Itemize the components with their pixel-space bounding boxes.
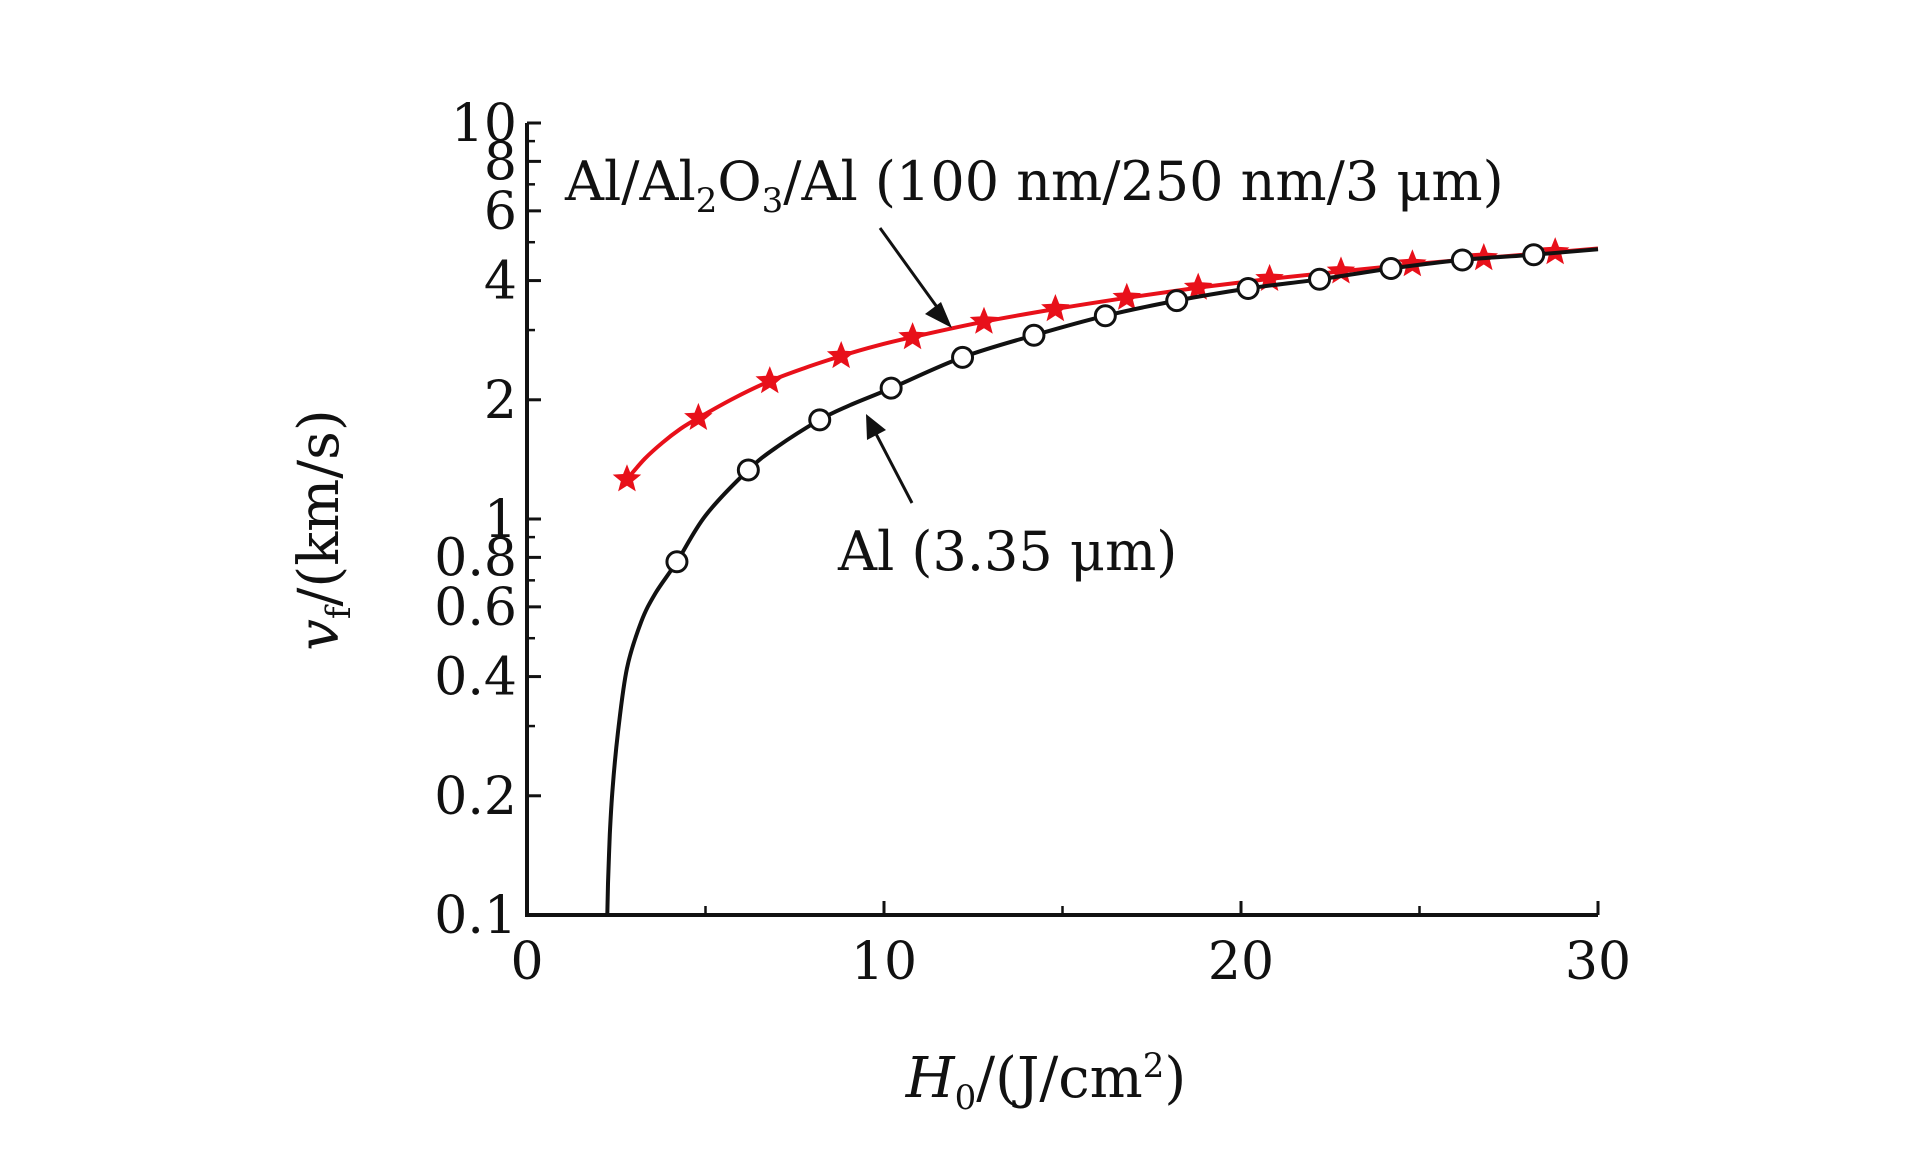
series-1-point-3 (879, 376, 903, 400)
series-1-point-10 (1379, 257, 1403, 281)
annotation-al-label: Al (3.35 μm) (837, 520, 1177, 583)
y-tick-label-0.2: 0.2 (434, 767, 517, 827)
series-1-point-12 (1522, 243, 1546, 267)
x-tick-label-10: 10 (851, 932, 917, 992)
series-1-point-7 (1165, 289, 1189, 313)
series-1-point-0 (665, 550, 689, 574)
series-1-point-6 (1093, 304, 1117, 328)
y-tick-label-2: 2 (484, 371, 517, 431)
axes (525, 123, 1598, 917)
series-0-point-8 (1183, 272, 1213, 300)
series-1-point-8 (1236, 277, 1260, 301)
series-0-point-4 (898, 322, 927, 350)
series-0-point-5 (969, 306, 999, 334)
series-0-point-2 (755, 366, 784, 394)
series-0-point-3 (826, 341, 856, 369)
series-0-point-13 (1540, 237, 1570, 265)
series-0-point-1 (684, 402, 713, 430)
x-tick-label-30: 30 (1565, 932, 1631, 992)
y-tick-label-4: 4 (484, 252, 517, 312)
annotation-al-arrowhead (866, 414, 886, 440)
annotation-layered-arrow-shaft (878, 227, 944, 315)
annotation-layered-label: Al/Al2O3/Al (100 nm/250 nm/3 μm) (564, 150, 1504, 221)
y-tick-label-8: 8 (484, 132, 517, 192)
series-1-point-11 (1450, 248, 1474, 272)
series-0-point-6 (1041, 294, 1070, 322)
y-tick-label-10: 10 (451, 94, 517, 154)
x-tick-label-0: 0 (510, 932, 543, 992)
series-0 (612, 237, 1599, 492)
series-1-point-4 (951, 345, 975, 369)
series-0-point-9 (1255, 263, 1284, 291)
y-tick-label-0.8: 0.8 (434, 528, 517, 588)
y-tick-label-1: 1 (484, 490, 517, 550)
series-0-point-0 (612, 464, 642, 492)
y-tick-label-6: 6 (484, 182, 517, 242)
series-0-point-7 (1112, 282, 1141, 310)
series-1-point-5 (1022, 323, 1046, 347)
y-tick-label-0.1: 0.1 (434, 886, 517, 946)
series-0-point-11 (1398, 249, 1427, 277)
series-1-point-2 (808, 408, 832, 432)
annotation-al-arrow-shaft (872, 429, 914, 504)
annotation-layered-arrowhead (925, 302, 952, 328)
y-axis-title: vf/(km/s) (287, 409, 359, 650)
y-tick-label-0.4: 0.4 (434, 648, 517, 708)
x-tick-label-20: 20 (1208, 932, 1274, 992)
series-1-point-9 (1308, 267, 1332, 291)
series-0-line (625, 246, 1599, 481)
series-layer (605, 237, 1599, 916)
series-1-point-1 (736, 458, 760, 482)
series-1 (605, 243, 1599, 916)
series-0-point-10 (1326, 256, 1356, 284)
x-axis-title: H0/(J/cm2) (905, 1046, 1186, 1118)
y-tick-label-0.6: 0.6 (434, 578, 517, 638)
